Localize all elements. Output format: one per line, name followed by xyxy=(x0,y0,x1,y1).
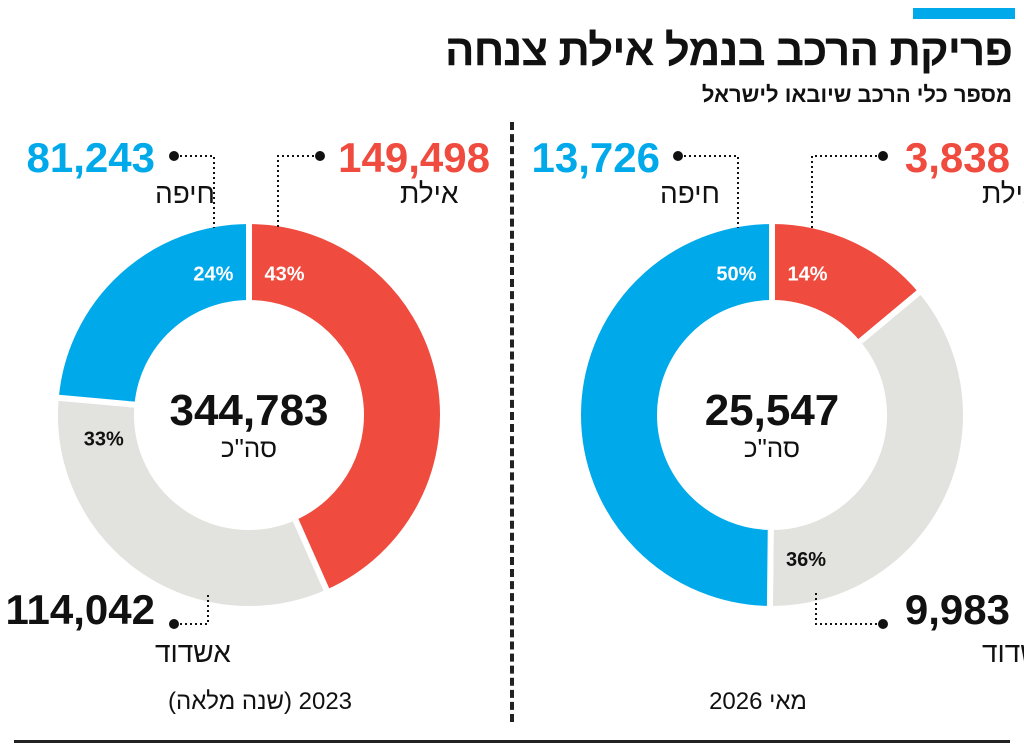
total-label-1: סה"כ xyxy=(744,433,800,463)
donut-slice-0-2 xyxy=(52,217,252,409)
donut-slice-1-1 xyxy=(766,286,969,612)
bottom-rule xyxy=(14,740,1010,743)
value-label-0-1: 114,042 xyxy=(5,586,155,633)
donut-slice-0-0 xyxy=(246,217,446,597)
slice-name-0-0: אילת xyxy=(400,178,459,209)
total-value-1: 25,547 xyxy=(705,386,840,435)
slice-name-1-0: אילת xyxy=(982,178,1024,209)
percent-label-1-1: 36% xyxy=(786,549,826,571)
percent-label-0-1: 33% xyxy=(84,429,124,451)
slice-name-1-2: חיפה xyxy=(660,178,720,209)
period-label-2026: מאי 2026 xyxy=(709,688,807,715)
slice-name-0-2: חיפה xyxy=(155,178,215,209)
percent-label-0-2: 24% xyxy=(193,263,233,285)
leader-dot-0-2 xyxy=(169,151,179,161)
page-subtitle: מספר כלי הרכב שיובאו לישראל xyxy=(701,82,1012,107)
donut-slice-1-2 xyxy=(575,217,775,613)
leader-line-0-0 xyxy=(277,155,314,228)
slice-name-0-1: אשדוד xyxy=(155,637,231,668)
value-label-1-0: 3,838 xyxy=(905,134,1010,181)
period-label-2023: 2023 (שנה מלאה) xyxy=(167,688,353,715)
leader-dot-0-0 xyxy=(315,151,325,161)
value-label-0-0: 149,498 xyxy=(338,134,490,181)
page-title: פריקת הרכב בנמל אילת צנחה xyxy=(444,26,1013,75)
leader-line-1-1 xyxy=(815,592,877,625)
total-value-0: 344,783 xyxy=(169,386,328,435)
leader-dot-1-1 xyxy=(878,619,888,629)
donut-slice-0-1 xyxy=(52,394,332,612)
leader-line-0-2 xyxy=(180,155,215,228)
accent-bar xyxy=(913,8,1015,19)
value-label-0-2: 81,243 xyxy=(27,134,155,181)
leader-dot-1-0 xyxy=(878,151,888,161)
total-label-0: סה"כ xyxy=(221,433,277,463)
leader-line-1-0 xyxy=(811,155,877,228)
value-label-1-2: 13,726 xyxy=(532,134,660,181)
chart-divider xyxy=(510,122,514,722)
percent-label-1-2: 50% xyxy=(716,263,756,285)
percent-label-1-0: 14% xyxy=(788,263,828,285)
leader-line-1-2 xyxy=(684,155,739,228)
leader-dot-0-1 xyxy=(169,619,179,629)
value-label-1-1: 9,983 xyxy=(905,586,1010,633)
leader-dot-1-2 xyxy=(673,151,683,161)
slice-name-1-1: אשדוד xyxy=(982,637,1024,668)
percent-label-0-0: 43% xyxy=(265,263,305,285)
